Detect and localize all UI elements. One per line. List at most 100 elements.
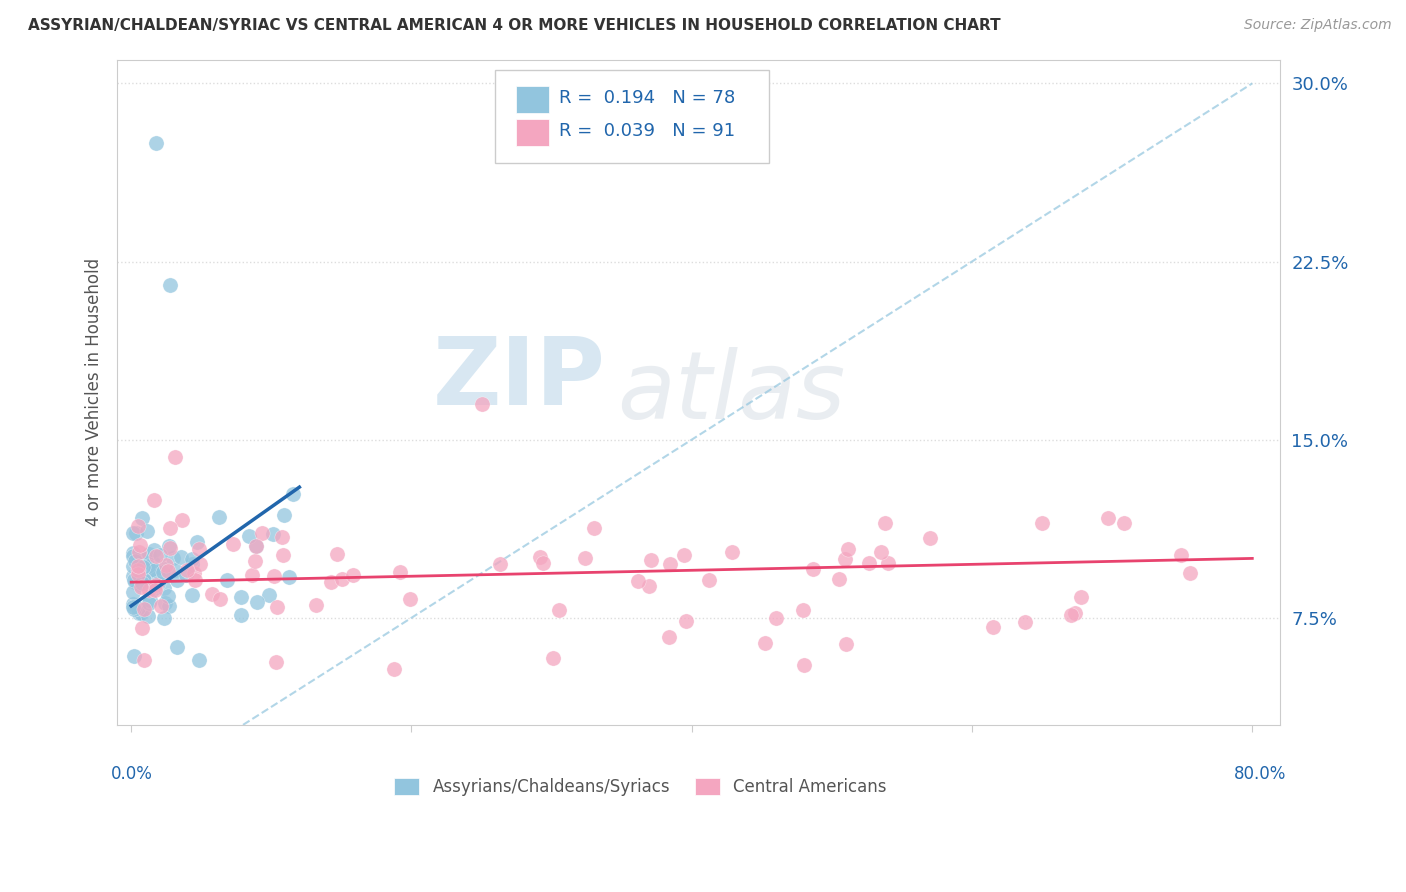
- Point: [135, 524, 157, 538]
- Point: [470, 397, 492, 411]
- Point: [153, 581, 176, 595]
- Point: [186, 535, 208, 549]
- Point: [181, 551, 204, 566]
- Point: [143, 582, 166, 597]
- Point: [245, 539, 267, 553]
- Point: [222, 537, 245, 551]
- Point: [128, 577, 150, 591]
- Point: [149, 548, 172, 562]
- Point: [145, 578, 167, 592]
- Point: [278, 570, 301, 584]
- Point: [122, 573, 145, 587]
- Point: [127, 558, 149, 573]
- Point: [131, 622, 153, 636]
- Point: [121, 558, 143, 573]
- Text: R =  0.039   N = 91: R = 0.039 N = 91: [560, 122, 735, 140]
- Point: [159, 541, 181, 556]
- Point: [170, 550, 193, 565]
- Point: [828, 572, 851, 586]
- Point: [801, 562, 824, 576]
- Point: [152, 565, 174, 579]
- Point: [121, 597, 143, 611]
- Text: 80.0%: 80.0%: [1234, 764, 1286, 782]
- Point: [659, 557, 682, 571]
- Point: [229, 608, 252, 623]
- Y-axis label: 4 or more Vehicles in Household: 4 or more Vehicles in Household: [86, 258, 103, 526]
- Point: [627, 574, 650, 589]
- Point: [208, 592, 231, 607]
- Point: [271, 549, 294, 563]
- Point: [121, 568, 143, 582]
- Point: [127, 574, 149, 589]
- Point: [129, 581, 152, 595]
- Point: [146, 575, 169, 590]
- Point: [131, 570, 153, 584]
- Point: [142, 543, 165, 558]
- Point: [132, 652, 155, 666]
- Point: [326, 547, 349, 561]
- Point: [675, 614, 697, 628]
- Point: [187, 541, 209, 556]
- Point: [281, 487, 304, 501]
- Point: [159, 278, 181, 293]
- Point: [131, 511, 153, 525]
- Point: [263, 569, 285, 583]
- Point: [920, 531, 942, 545]
- Text: ZIP: ZIP: [433, 333, 606, 425]
- Point: [697, 573, 720, 587]
- Point: [162, 550, 184, 565]
- Point: [188, 557, 211, 571]
- Point: [141, 582, 163, 596]
- Point: [1059, 608, 1081, 623]
- Point: [243, 554, 266, 568]
- Point: [138, 596, 160, 610]
- Point: [574, 550, 596, 565]
- Point: [142, 566, 165, 580]
- Point: [159, 599, 181, 614]
- Point: [240, 567, 263, 582]
- Point: [127, 519, 149, 533]
- Point: [129, 538, 152, 552]
- Point: [181, 558, 204, 572]
- Point: [122, 649, 145, 664]
- Point: [172, 513, 194, 527]
- Point: [834, 552, 856, 566]
- Point: [145, 549, 167, 563]
- Legend: Assyrians/Chaldeans/Syriacs, Central Americans: Assyrians/Chaldeans/Syriacs, Central Ame…: [388, 772, 894, 803]
- Point: [640, 553, 662, 567]
- Point: [245, 539, 267, 553]
- Point: [134, 551, 156, 566]
- Point: [489, 557, 512, 571]
- Point: [136, 559, 159, 574]
- Point: [721, 544, 744, 558]
- Point: [136, 609, 159, 624]
- Point: [271, 530, 294, 544]
- Point: [127, 566, 149, 581]
- Point: [146, 568, 169, 582]
- Point: [250, 526, 273, 541]
- Point: [150, 599, 173, 613]
- Point: [246, 595, 269, 609]
- Point: [174, 568, 197, 582]
- Point: [548, 603, 571, 617]
- Point: [835, 636, 858, 650]
- Point: [121, 546, 143, 560]
- Point: [583, 521, 606, 535]
- Point: [188, 653, 211, 667]
- Point: [153, 596, 176, 610]
- Point: [121, 585, 143, 599]
- Point: [143, 493, 166, 508]
- Point: [217, 574, 239, 588]
- Point: [127, 563, 149, 577]
- Point: [127, 601, 149, 615]
- Point: [765, 611, 787, 625]
- Point: [122, 549, 145, 563]
- Point: [792, 602, 814, 616]
- Text: ASSYRIAN/CHALDEAN/SYRIAC VS CENTRAL AMERICAN 4 OR MORE VEHICLES IN HOUSEHOLD COR: ASSYRIAN/CHALDEAN/SYRIAC VS CENTRAL AMER…: [28, 18, 1001, 33]
- Point: [319, 575, 342, 590]
- Point: [121, 600, 143, 615]
- Point: [128, 545, 150, 559]
- Point: [153, 611, 176, 625]
- Point: [138, 547, 160, 561]
- Point: [837, 541, 859, 556]
